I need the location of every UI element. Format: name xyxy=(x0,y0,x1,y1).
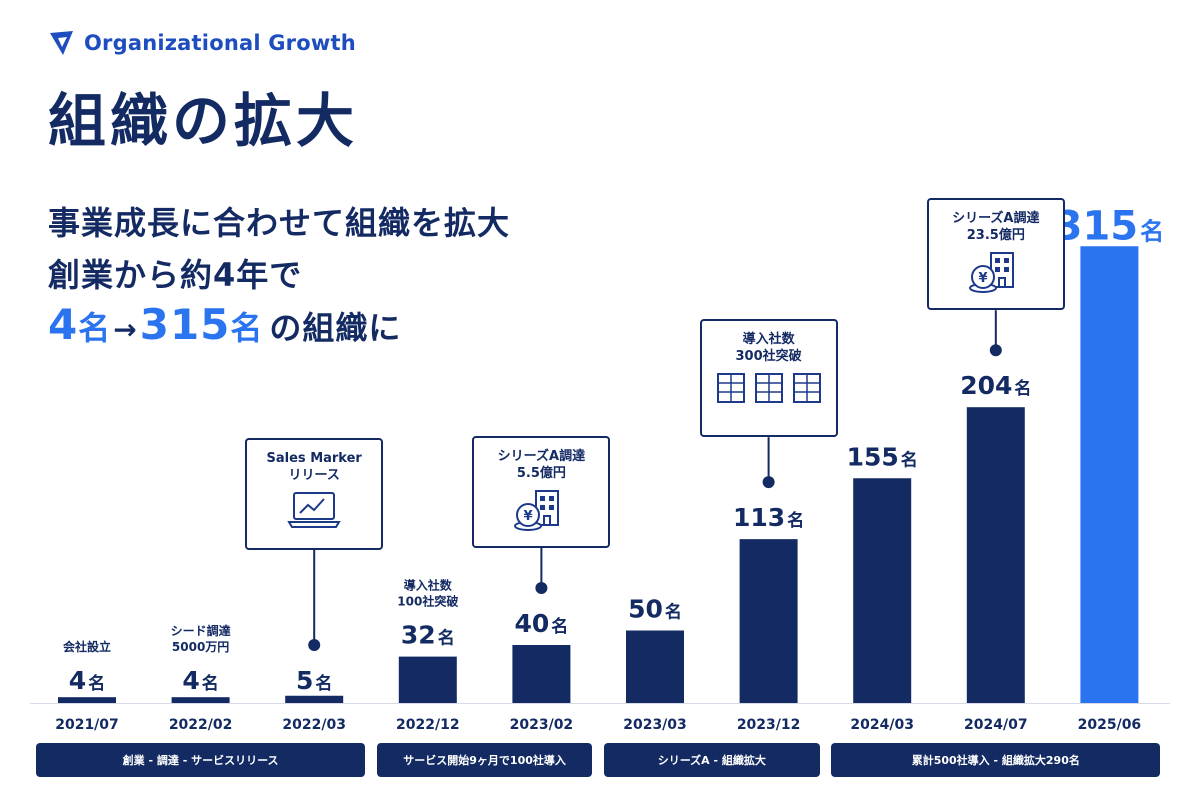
bar xyxy=(966,407,1025,703)
three-buildings-icon xyxy=(716,373,821,404)
milestone-callout: Sales Marker リリース xyxy=(245,438,384,550)
x-tick-label: 2023/03 xyxy=(623,717,687,733)
bar xyxy=(512,645,571,703)
callout-text: 5.5億円 xyxy=(516,466,566,481)
x-tick-label: 2023/02 xyxy=(510,717,574,733)
milestone-callout: 導入社数 300社突破 xyxy=(699,319,838,438)
phase-band: 累計500社導入 - 組織拡大290名 xyxy=(831,743,1161,777)
bar xyxy=(398,656,457,703)
milestone-annotation: 会社設立 xyxy=(63,639,111,654)
callout-text: Sales Marker xyxy=(266,451,362,466)
bar xyxy=(739,539,798,703)
from-unit: 名 xyxy=(78,309,112,347)
callout-text: 300社突破 xyxy=(735,349,802,365)
callout-dot xyxy=(535,582,548,594)
callout-text: リリース xyxy=(288,468,340,483)
brand: Organizational Growth xyxy=(48,30,356,56)
bar xyxy=(1080,246,1139,703)
bar xyxy=(853,478,912,703)
to-count: 315 xyxy=(139,300,231,349)
from-count: 4 xyxy=(48,300,79,349)
laptop-chart-icon xyxy=(287,492,341,528)
yen-building-icon: ¥ xyxy=(968,252,1014,294)
x-tick-label: 2023/12 xyxy=(737,717,801,733)
callout-text: 導入社数 xyxy=(742,332,795,348)
svg-text:¥: ¥ xyxy=(524,509,533,524)
milestone-annotation: 100社突破 xyxy=(397,594,458,609)
subtitle-line-2: 創業から約4年で xyxy=(48,256,303,294)
callout-text: シリーズA調達 xyxy=(952,211,1040,227)
phase-band: シリーズA - 組織拡大 xyxy=(604,743,820,777)
page-title: 組織の拡大 xyxy=(48,87,359,155)
bar-value-label: 50 名 xyxy=(628,595,682,624)
bar-value-label: 155 名 xyxy=(847,442,918,471)
bar xyxy=(626,630,684,703)
callout-dot xyxy=(308,639,321,651)
x-tick-label: 2022/02 xyxy=(169,717,233,733)
bar-value-label: 113 名 xyxy=(733,503,804,532)
x-tick-label: 2022/12 xyxy=(396,717,460,733)
phase-band: 創業 - 調達 - サービスリリース xyxy=(36,743,366,777)
milestone-callout: シリーズA調達 5.5億円 ¥ xyxy=(472,436,611,548)
subtitle-line-3: 4 名 → 315 名の組織に xyxy=(48,300,401,349)
svg-text:¥: ¥ xyxy=(978,271,987,286)
logo-icon xyxy=(50,31,73,55)
callout-text: シリーズA調達 xyxy=(497,449,586,464)
x-tick-label: 2022/03 xyxy=(282,717,346,733)
milestone-annotation: シード調達 xyxy=(171,623,231,638)
bar-value-label: 40 名 xyxy=(515,609,569,638)
milestone-callout: シリーズA調達 23.5億円 ¥ xyxy=(926,198,1065,311)
bar xyxy=(171,697,230,703)
milestone-annotation: 5000万円 xyxy=(172,640,229,654)
x-tick-label: 2025/06 xyxy=(1078,717,1142,733)
bar-value-label: 204 名 xyxy=(960,371,1031,400)
bar xyxy=(58,697,116,703)
subtitle-tail: の組織に xyxy=(269,309,402,347)
to-unit: 名 xyxy=(230,309,264,347)
x-tick-label: 2024/07 xyxy=(964,717,1028,733)
x-tick-label: 2021/07 xyxy=(55,717,119,733)
arrow-icon: → xyxy=(113,313,138,346)
milestone-annotation: 導入社数 xyxy=(404,578,453,593)
bar-value-label: 315名 xyxy=(1055,203,1165,249)
x-tick-label: 2024/03 xyxy=(850,717,914,733)
bar xyxy=(285,695,344,703)
callout-dot xyxy=(989,344,1002,357)
callout-dot xyxy=(762,476,775,489)
callout-text: 23.5億円 xyxy=(966,228,1025,244)
bar-value-label: 32 名 xyxy=(401,621,455,650)
brand-name: Organizational Growth xyxy=(84,31,356,55)
phase-band: サービス開始9ヶ月で100社導入 xyxy=(376,743,593,777)
yen-building-icon: ¥ xyxy=(514,490,560,531)
subtitle-line-1: 事業成長に合わせて組織を拡大 xyxy=(48,204,511,242)
